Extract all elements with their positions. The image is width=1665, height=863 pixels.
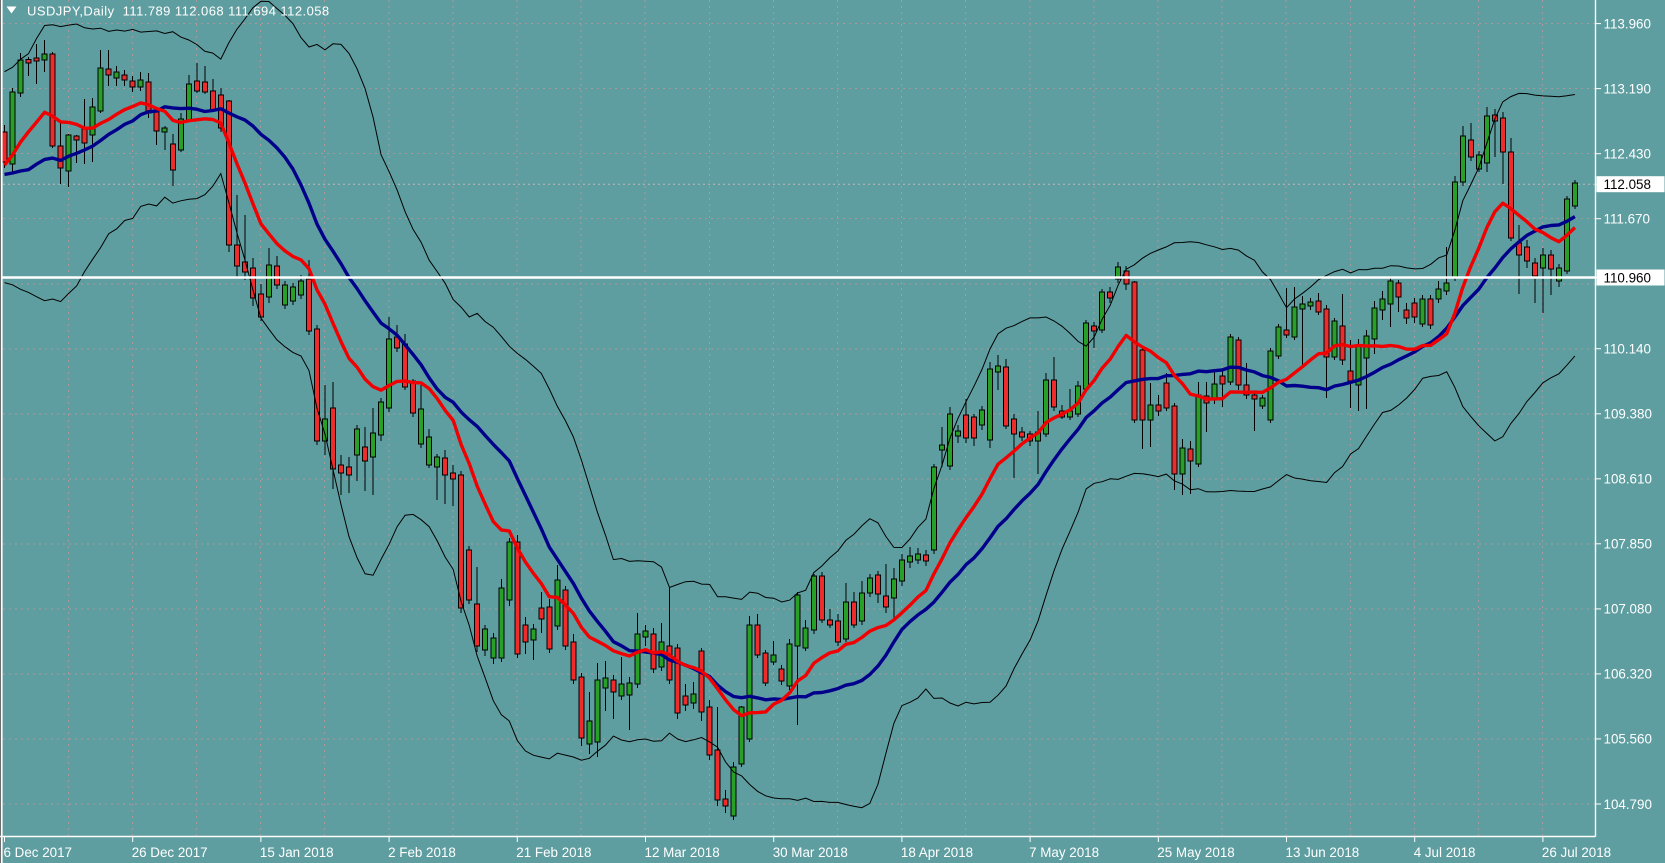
svg-text:18 Apr 2018: 18 Apr 2018 — [901, 845, 973, 860]
svg-text:7 May 2018: 7 May 2018 — [1029, 845, 1099, 860]
svg-text:26 Dec 2017: 26 Dec 2017 — [132, 845, 208, 860]
svg-text:USDJPY,Daily 111.789 112.068: USDJPY,Daily 111.789 112.068 111.694 112… — [27, 4, 330, 19]
svg-text:108.610: 108.610 — [1604, 472, 1652, 487]
svg-text:6 Dec 2017: 6 Dec 2017 — [4, 845, 73, 860]
svg-text:113.190: 113.190 — [1604, 81, 1651, 96]
svg-text:12 Mar 2018: 12 Mar 2018 — [645, 845, 720, 860]
svg-text:112.058: 112.058 — [1604, 177, 1651, 192]
svg-text:26 Jul 2018: 26 Jul 2018 — [1542, 845, 1611, 860]
svg-text:112.430: 112.430 — [1604, 147, 1651, 162]
svg-text:111.670: 111.670 — [1604, 212, 1650, 227]
svg-text:25 May 2018: 25 May 2018 — [1157, 845, 1234, 860]
svg-text:104.790: 104.790 — [1604, 797, 1652, 812]
svg-text:109.380: 109.380 — [1604, 407, 1652, 422]
svg-text:110.960: 110.960 — [1604, 270, 1651, 285]
svg-text:21 Feb 2018: 21 Feb 2018 — [516, 845, 591, 860]
svg-text:110.140: 110.140 — [1604, 342, 1651, 357]
svg-text:2 Feb 2018: 2 Feb 2018 — [388, 845, 456, 860]
svg-text:113.960: 113.960 — [1604, 16, 1651, 31]
svg-text:107.850: 107.850 — [1604, 537, 1652, 552]
svg-text:15 Jan 2018: 15 Jan 2018 — [260, 845, 334, 860]
svg-text:4 Jul 2018: 4 Jul 2018 — [1414, 845, 1476, 860]
svg-text:13 Jun 2018: 13 Jun 2018 — [1286, 845, 1360, 860]
svg-text:105.560: 105.560 — [1604, 732, 1652, 747]
svg-text:106.320: 106.320 — [1604, 667, 1652, 682]
svg-text:30 Mar 2018: 30 Mar 2018 — [773, 845, 848, 860]
svg-text:107.080: 107.080 — [1604, 602, 1652, 617]
